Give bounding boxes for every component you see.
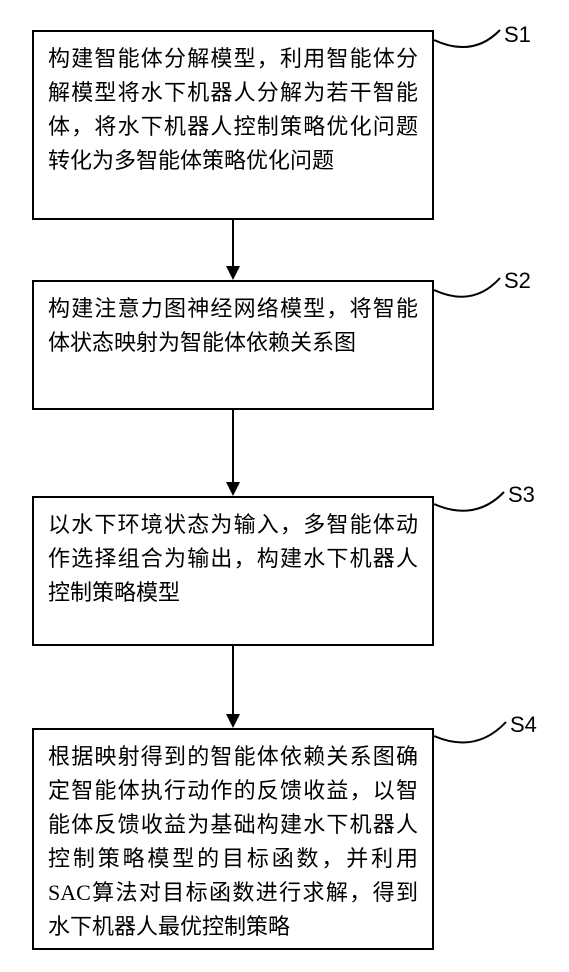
arrow-head-1 [226, 266, 240, 280]
flow-step-s1: 构建智能体分解模型，利用智能体分解模型将水下机器人分解为若干智能体，将水下机器人… [32, 30, 434, 220]
flow-step-s2: 构建注意力图神经网络模型，将智能体状态映射为智能体依赖关系图 [32, 280, 434, 410]
flow-step-s4: 根据映射得到的智能体依赖关系图确定智能体执行动作的反馈收益，以智能体反馈收益为基… [32, 728, 434, 950]
label-connector-s3 [430, 488, 528, 536]
arrow-line-3 [232, 646, 234, 716]
arrow-line-1 [232, 220, 234, 268]
flow-step-text: 构建智能体分解模型，利用智能体分解模型将水下机器人分解为若干智能体，将水下机器人… [48, 46, 418, 173]
label-connector-s4 [430, 718, 530, 768]
arrow-head-2 [226, 482, 240, 496]
arrow-line-2 [232, 410, 234, 484]
flow-step-s3: 以水下环境状态为输入，多智能体动作选择组合为输出，构建水下机器人控制策略模型 [32, 496, 434, 646]
flow-step-text: 根据映射得到的智能体依赖关系图确定智能体执行动作的反馈收益，以智能体反馈收益为基… [48, 744, 418, 939]
flow-step-text: 以水下环境状态为输入，多智能体动作选择组合为输出，构建水下机器人控制策略模型 [48, 512, 418, 605]
flow-step-text: 构建注意力图神经网络模型，将智能体状态映射为智能体依赖关系图 [48, 296, 418, 355]
label-connector-s1 [430, 26, 524, 72]
arrow-head-3 [226, 714, 240, 728]
label-connector-s2 [430, 274, 524, 322]
